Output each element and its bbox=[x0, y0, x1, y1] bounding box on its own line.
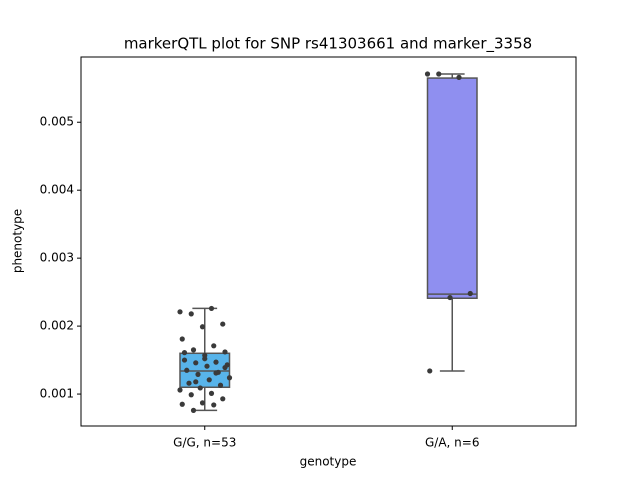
point bbox=[190, 347, 197, 353]
point bbox=[217, 382, 224, 388]
point bbox=[190, 407, 197, 413]
point bbox=[213, 370, 219, 376]
point bbox=[226, 375, 233, 381]
chart-title: markerQTL plot for SNP rs41303661 and ma… bbox=[124, 35, 532, 54]
point bbox=[211, 343, 217, 349]
point bbox=[436, 71, 442, 77]
x-tick-label: G/G, n=53 bbox=[173, 436, 236, 450]
point bbox=[220, 321, 226, 327]
point bbox=[193, 360, 199, 366]
point bbox=[447, 294, 453, 301]
point bbox=[424, 71, 431, 77]
box bbox=[426, 77, 478, 299]
point bbox=[186, 380, 192, 386]
y-tick-label: 0.001 bbox=[40, 387, 74, 401]
plot-frame bbox=[80, 56, 577, 427]
point bbox=[179, 336, 185, 342]
y-axis-label: phenotype bbox=[11, 209, 25, 273]
y-tick-label: 0.004 bbox=[40, 183, 74, 197]
x-tick-label: G/A, n=6 bbox=[425, 436, 479, 450]
y-tick-label: 0.005 bbox=[40, 115, 74, 129]
point bbox=[195, 371, 201, 377]
point bbox=[220, 396, 226, 402]
point bbox=[208, 390, 215, 396]
point bbox=[199, 324, 206, 330]
point bbox=[177, 309, 183, 315]
point bbox=[213, 359, 219, 365]
y-tick-label: 0.002 bbox=[40, 319, 74, 333]
point bbox=[222, 349, 228, 355]
point bbox=[222, 364, 228, 371]
point bbox=[206, 377, 212, 383]
y-tick-label: 0.003 bbox=[40, 251, 74, 265]
point bbox=[199, 400, 206, 406]
point bbox=[181, 357, 188, 363]
point bbox=[188, 392, 194, 398]
point bbox=[184, 367, 190, 373]
point bbox=[456, 74, 462, 80]
point bbox=[211, 402, 217, 408]
point bbox=[177, 387, 183, 393]
x-axis-label: genotype bbox=[300, 455, 357, 469]
point bbox=[202, 356, 208, 362]
point bbox=[179, 401, 185, 407]
point bbox=[427, 368, 433, 374]
point bbox=[188, 311, 194, 317]
point bbox=[197, 385, 203, 391]
point bbox=[467, 290, 473, 297]
point bbox=[204, 363, 210, 369]
point bbox=[208, 305, 215, 312]
point bbox=[181, 350, 188, 356]
point bbox=[193, 379, 199, 385]
